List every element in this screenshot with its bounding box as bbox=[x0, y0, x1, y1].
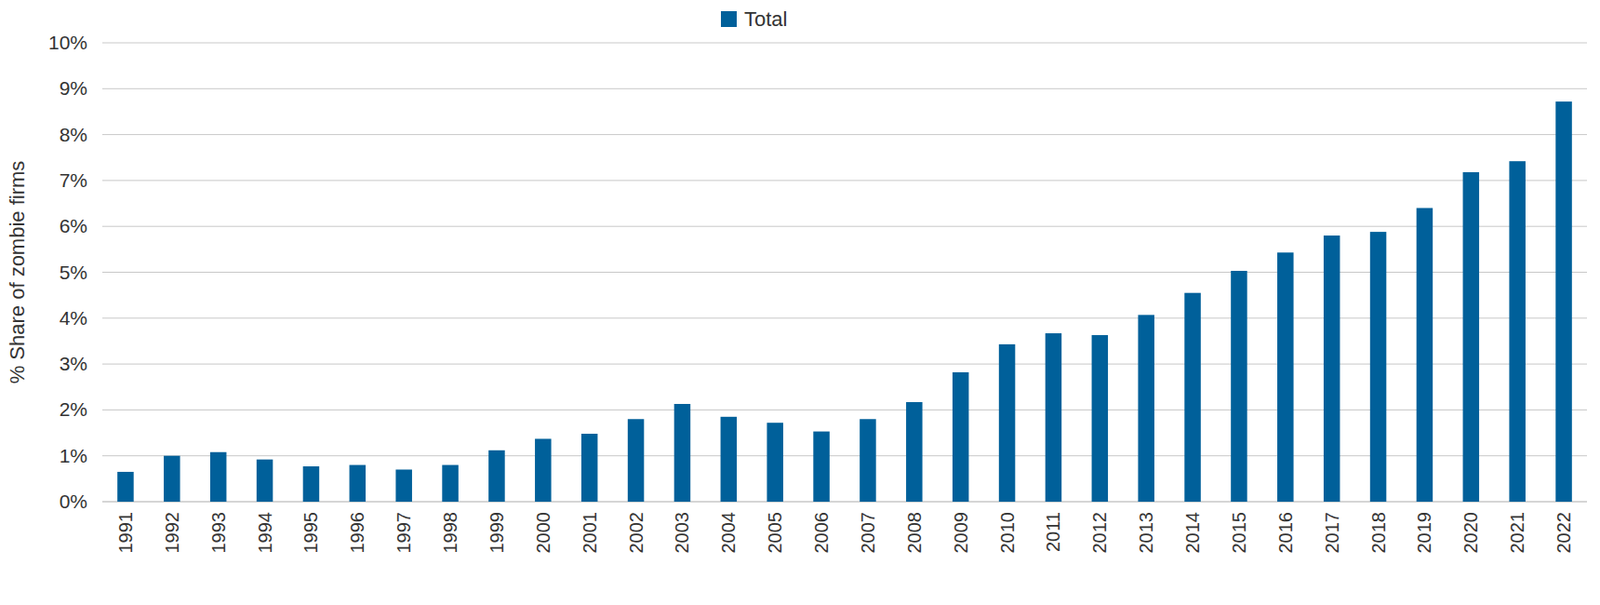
bars bbox=[117, 101, 1573, 502]
bar bbox=[1555, 101, 1573, 502]
bar bbox=[210, 452, 227, 502]
bar bbox=[1230, 270, 1248, 502]
y-tick-label: 0% bbox=[59, 490, 88, 512]
y-tick-label: 9% bbox=[59, 77, 88, 99]
x-tick-label: 1999 bbox=[486, 511, 507, 554]
bar bbox=[1370, 231, 1387, 502]
y-tick-label: 8% bbox=[59, 123, 88, 146]
bar bbox=[674, 403, 692, 502]
y-tick-label: 2% bbox=[59, 398, 88, 420]
legend-label: Total bbox=[744, 7, 787, 31]
x-tick-label: 2019 bbox=[1413, 511, 1435, 554]
y-tick-label: 1% bbox=[59, 444, 88, 467]
x-tick-label: 2006 bbox=[811, 511, 832, 554]
y-tick-label: 4% bbox=[59, 306, 88, 329]
bar bbox=[1323, 235, 1341, 502]
bar bbox=[1045, 333, 1063, 502]
x-tick-label: 2007 bbox=[857, 511, 879, 554]
bar bbox=[1508, 160, 1526, 502]
x-tick-label: 2003 bbox=[671, 511, 693, 554]
grid-line bbox=[102, 317, 1587, 319]
x-tick-label: 1994 bbox=[254, 511, 276, 554]
bar bbox=[117, 471, 134, 502]
bar bbox=[256, 459, 274, 502]
x-tick-label: 2013 bbox=[1135, 511, 1157, 554]
x-tick-label: 2005 bbox=[764, 511, 786, 554]
y-tick-label: 5% bbox=[59, 261, 88, 283]
x-tick-label: 2021 bbox=[1506, 511, 1528, 554]
grid-line bbox=[102, 133, 1587, 135]
y-tick-label: 10% bbox=[48, 31, 88, 54]
x-tick-label: 1997 bbox=[393, 511, 414, 554]
x-tick-label: 2018 bbox=[1368, 511, 1389, 554]
x-tick-label: 2002 bbox=[626, 511, 647, 554]
bar bbox=[1137, 314, 1155, 502]
x-tick-label: 2012 bbox=[1089, 511, 1110, 554]
y-tick-label: 7% bbox=[59, 169, 88, 191]
bar bbox=[163, 455, 181, 502]
bar bbox=[1092, 334, 1109, 502]
x-tick-label: 1991 bbox=[115, 511, 136, 554]
x-tick-label: 2010 bbox=[997, 511, 1018, 554]
grid-line bbox=[102, 271, 1587, 273]
bar bbox=[952, 372, 970, 502]
grid-line bbox=[102, 501, 1587, 503]
legend-swatch bbox=[720, 11, 737, 27]
grid-line bbox=[102, 363, 1587, 365]
bar bbox=[813, 431, 830, 502]
bar bbox=[766, 422, 784, 502]
grid-line bbox=[102, 409, 1587, 411]
x-tick-label: 1995 bbox=[300, 511, 321, 554]
bar bbox=[906, 401, 923, 502]
bar bbox=[395, 468, 413, 502]
bar bbox=[349, 465, 367, 502]
grid-line bbox=[102, 454, 1587, 456]
x-tick-label: 2008 bbox=[904, 511, 925, 554]
x-tick-label: 2017 bbox=[1321, 511, 1343, 554]
bar bbox=[488, 450, 506, 502]
bar bbox=[581, 433, 599, 502]
bar bbox=[441, 465, 459, 502]
bar bbox=[1463, 172, 1480, 502]
x-tick-label: 2014 bbox=[1182, 511, 1203, 554]
x-tick-label: 1996 bbox=[346, 511, 368, 554]
x-tick-label: 2015 bbox=[1228, 511, 1250, 554]
x-axis bbox=[102, 501, 1587, 503]
bar bbox=[1416, 207, 1434, 502]
grid-line bbox=[102, 179, 1587, 181]
bar bbox=[534, 438, 552, 502]
x-tick-label: 1992 bbox=[161, 511, 183, 554]
bar bbox=[999, 344, 1016, 502]
y-axis-label: % Share of zombie firms bbox=[5, 160, 29, 385]
grid-line bbox=[102, 42, 1587, 44]
x-tick-label: 2016 bbox=[1275, 511, 1296, 554]
grid-line bbox=[102, 226, 1587, 227]
x-tick-label: 2020 bbox=[1460, 511, 1481, 554]
bar bbox=[859, 418, 877, 502]
x-tick-label: 1993 bbox=[208, 511, 229, 554]
bar bbox=[1184, 293, 1201, 502]
x-tick-label: 2011 bbox=[1042, 511, 1064, 552]
x-tick-label: 2004 bbox=[718, 511, 739, 554]
chart: 0% 1% 2% 3% 4% 5% 6% 7% 8% 9% 10% 1991 1992 1993 1994 1… bbox=[0, 0, 1600, 605]
x-tick-label: 2001 bbox=[579, 511, 600, 554]
y-tick-label: 3% bbox=[59, 352, 88, 374]
bar bbox=[1277, 252, 1294, 502]
y-tick-label: 6% bbox=[59, 214, 88, 237]
x-tick-label: 2000 bbox=[533, 511, 554, 554]
x-tick-label: 2009 bbox=[950, 511, 972, 554]
grid-line bbox=[102, 88, 1587, 90]
bar bbox=[627, 418, 645, 502]
bar bbox=[720, 416, 738, 502]
x-tick-label: 2022 bbox=[1553, 511, 1574, 554]
x-tick-label: 1998 bbox=[440, 511, 461, 554]
bar bbox=[303, 466, 320, 502]
